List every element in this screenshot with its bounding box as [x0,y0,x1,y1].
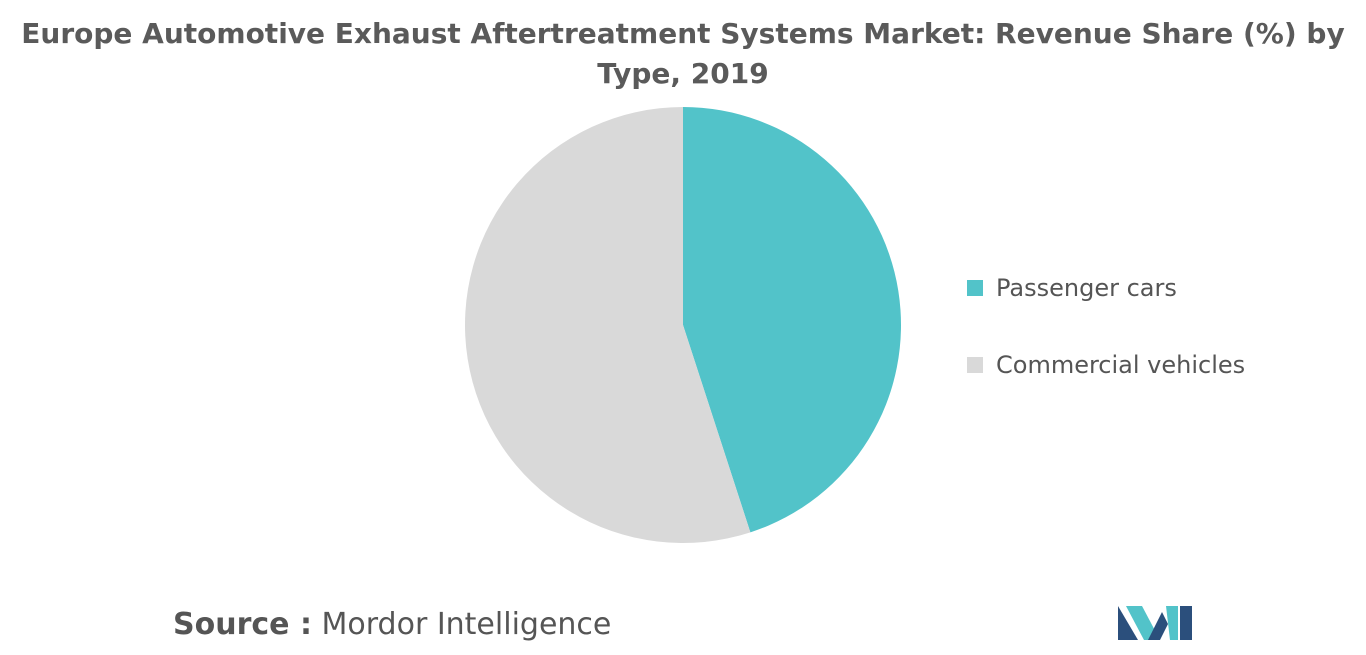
pie-slice [683,107,901,533]
legend-swatch [967,280,983,296]
chart-title: Europe Automotive Exhaust Aftertreatment… [21,17,1345,90]
logo [1118,606,1192,640]
legend-label: Passenger cars [996,274,1177,302]
source-label: Source : [173,607,312,642]
legend-label: Commercial vehicles [996,351,1245,379]
source: Source : Mordor Intelligence [173,607,611,642]
legend-swatch [967,357,983,373]
source-text: Mordor Intelligence [321,607,612,642]
pie-slice [464,107,751,543]
